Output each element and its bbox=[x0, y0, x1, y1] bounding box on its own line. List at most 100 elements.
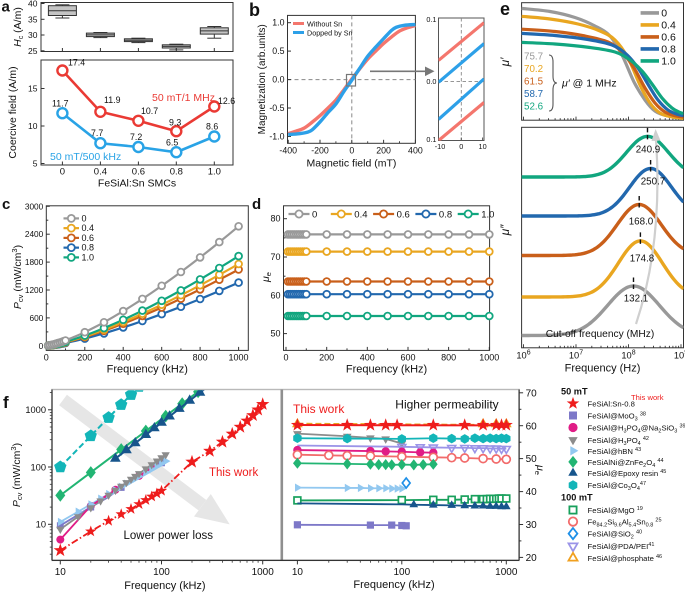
svg-text:400: 400 bbox=[360, 352, 375, 362]
svg-text:5: 5 bbox=[33, 159, 38, 169]
svg-text:0.0: 0.0 bbox=[272, 75, 284, 85]
svg-text:Dopped by Sn: Dopped by Sn bbox=[307, 28, 353, 37]
svg-text:240.9: 240.9 bbox=[636, 145, 661, 156]
svg-text:25: 25 bbox=[28, 46, 38, 56]
svg-text:11.9: 11.9 bbox=[104, 95, 121, 105]
svg-text:-400: -400 bbox=[279, 145, 297, 155]
svg-text:This work: This work bbox=[209, 467, 258, 479]
svg-text:1000: 1000 bbox=[495, 567, 518, 578]
svg-text:11.7: 11.7 bbox=[52, 99, 69, 109]
svg-text:107: 107 bbox=[569, 350, 583, 361]
svg-text:a: a bbox=[2, 0, 11, 16]
svg-text:61.5: 61.5 bbox=[524, 77, 544, 88]
svg-text:-200: -200 bbox=[311, 145, 329, 155]
svg-text:12.6: 12.6 bbox=[218, 96, 235, 106]
svg-text:FeSiAl:Sn SMCs: FeSiAl:Sn SMCs bbox=[98, 178, 176, 190]
svg-text:c: c bbox=[2, 196, 10, 213]
svg-text:0.8: 0.8 bbox=[661, 44, 676, 56]
svg-text:0.4: 0.4 bbox=[82, 223, 95, 233]
svg-text:0.5: 0.5 bbox=[272, 46, 284, 56]
svg-text:7.7: 7.7 bbox=[91, 128, 103, 138]
svg-text:400: 400 bbox=[116, 352, 131, 362]
svg-text:17.4: 17.4 bbox=[68, 58, 85, 68]
svg-text:0.8: 0.8 bbox=[82, 243, 95, 253]
svg-text:0: 0 bbox=[60, 167, 65, 178]
svg-text:30: 30 bbox=[28, 30, 38, 40]
svg-text:μ′ @ 1 MHz: μ′ @ 1 MHz bbox=[561, 78, 617, 90]
svg-text:10: 10 bbox=[36, 520, 46, 530]
svg-text:70: 70 bbox=[270, 252, 280, 262]
svg-text:800: 800 bbox=[441, 352, 456, 362]
svg-text:b: b bbox=[249, 0, 260, 20]
svg-text:80: 80 bbox=[270, 214, 280, 224]
svg-text:0.1: 0.1 bbox=[426, 135, 436, 144]
svg-text:e: e bbox=[500, 0, 510, 19]
svg-text:Magnetic field (mT): Magnetic field (mT) bbox=[307, 157, 397, 169]
svg-text:0: 0 bbox=[312, 209, 317, 220]
svg-text:1000: 1000 bbox=[479, 352, 499, 362]
svg-text:108: 108 bbox=[621, 350, 635, 361]
svg-text:Frequency (kHz): Frequency (kHz) bbox=[107, 363, 188, 375]
svg-text:FeSiAl@phosphate 46: FeSiAl@phosphate 46 bbox=[588, 554, 663, 563]
svg-text:μe: μe bbox=[533, 464, 546, 475]
svg-text:1200: 1200 bbox=[25, 285, 44, 295]
svg-text:d: d bbox=[252, 196, 261, 213]
svg-text:6.5: 6.5 bbox=[166, 138, 178, 148]
svg-text:600: 600 bbox=[29, 313, 43, 323]
svg-text:Cut-off frequency (MHz): Cut-off frequency (MHz) bbox=[546, 329, 655, 340]
svg-text:Frequency (kHz): Frequency (kHz) bbox=[124, 580, 205, 592]
svg-text:10: 10 bbox=[55, 567, 67, 578]
svg-text:600: 600 bbox=[400, 352, 415, 362]
svg-text:0: 0 bbox=[283, 352, 288, 362]
svg-text:40: 40 bbox=[526, 487, 538, 498]
svg-text:-10: -10 bbox=[435, 142, 446, 151]
svg-text:50 mT: 50 mT bbox=[561, 387, 588, 397]
svg-text:Magnetization (arb.units): Magnetization (arb.units) bbox=[257, 24, 268, 134]
svg-text:60: 60 bbox=[526, 421, 538, 432]
svg-text:1.0: 1.0 bbox=[208, 167, 221, 178]
svg-text:50: 50 bbox=[526, 454, 538, 465]
svg-text:40: 40 bbox=[28, 0, 38, 9]
svg-text:60: 60 bbox=[270, 290, 280, 300]
svg-text:0.4: 0.4 bbox=[94, 167, 107, 178]
svg-text:FeSiAl@SiO2 40: FeSiAl@SiO2 40 bbox=[588, 530, 643, 541]
svg-text:400: 400 bbox=[408, 145, 423, 155]
svg-text:58.7: 58.7 bbox=[524, 89, 543, 100]
svg-text:200: 200 bbox=[319, 352, 334, 362]
svg-text:35: 35 bbox=[28, 14, 38, 24]
svg-text:0: 0 bbox=[44, 352, 49, 362]
svg-text:This work: This work bbox=[631, 393, 664, 402]
svg-text:FeSiAl@hBN 43: FeSiAl@hBN 43 bbox=[588, 447, 642, 456]
svg-text:109: 109 bbox=[674, 350, 685, 361]
svg-text:0.6: 0.6 bbox=[661, 32, 676, 44]
svg-text:1.0: 1.0 bbox=[82, 252, 95, 262]
svg-text:7.2: 7.2 bbox=[130, 132, 142, 142]
svg-text:174.8: 174.8 bbox=[630, 254, 655, 265]
svg-text:70.2: 70.2 bbox=[524, 64, 543, 75]
svg-text:0.6: 0.6 bbox=[82, 233, 95, 243]
svg-text:0.8: 0.8 bbox=[439, 209, 452, 220]
svg-text:75.7: 75.7 bbox=[524, 52, 543, 63]
svg-text:70: 70 bbox=[526, 388, 538, 399]
svg-text:600: 600 bbox=[154, 352, 169, 362]
svg-text:FeSiAlNi@ZnFe2O4 44: FeSiAlNi@ZnFe2O4 44 bbox=[588, 458, 664, 469]
svg-text:100: 100 bbox=[30, 462, 46, 472]
svg-text:100 mT: 100 mT bbox=[561, 493, 593, 503]
svg-text:0: 0 bbox=[459, 142, 463, 151]
svg-text:1.0: 1.0 bbox=[661, 56, 676, 68]
svg-text:10: 10 bbox=[479, 142, 487, 151]
svg-text:Pcv (mW/cm3): Pcv (mW/cm3) bbox=[9, 443, 24, 507]
svg-text:168.0: 168.0 bbox=[629, 217, 654, 228]
svg-text:FeSiAl@Epoxy resin 45: FeSiAl@Epoxy resin 45 bbox=[588, 469, 667, 478]
svg-text:0: 0 bbox=[349, 145, 354, 155]
svg-text:20: 20 bbox=[526, 553, 538, 564]
svg-text:0.6: 0.6 bbox=[397, 209, 410, 220]
svg-text:μe: μe bbox=[260, 272, 273, 283]
svg-text:9.3: 9.3 bbox=[169, 118, 181, 128]
svg-text:10: 10 bbox=[28, 121, 38, 131]
svg-text:800: 800 bbox=[193, 352, 208, 362]
svg-text:FeSiAl@PDA/PEI41: FeSiAl@PDA/PEI41 bbox=[588, 542, 655, 551]
svg-text:μ″: μ″ bbox=[498, 224, 512, 237]
svg-text:10.7: 10.7 bbox=[141, 106, 158, 116]
svg-text:0.1: 0.1 bbox=[426, 15, 436, 24]
